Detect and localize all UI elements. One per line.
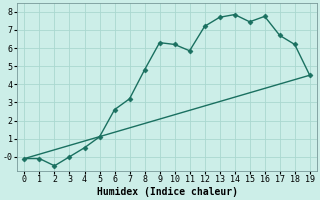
X-axis label: Humidex (Indice chaleur): Humidex (Indice chaleur) (97, 187, 237, 197)
